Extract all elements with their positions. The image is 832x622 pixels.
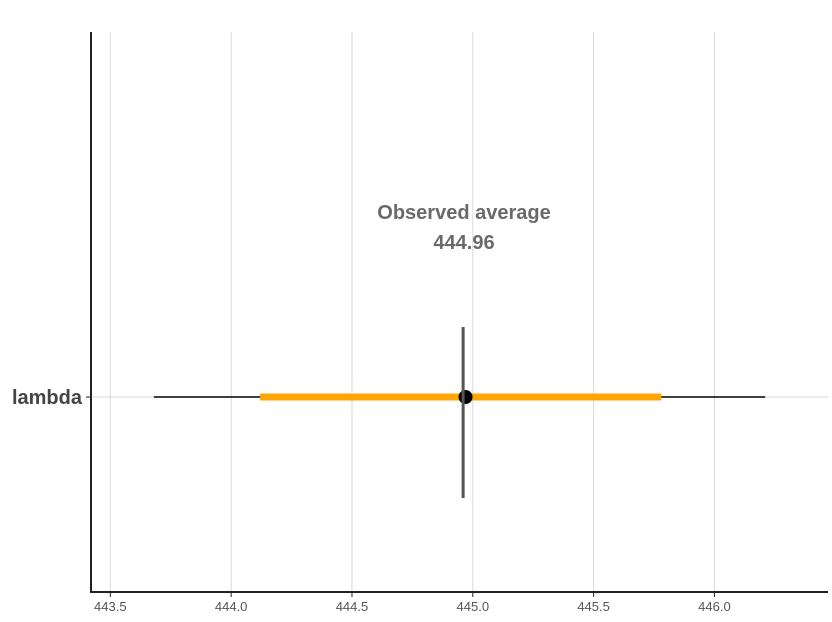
x-tick-label-0: 443.5: [94, 599, 127, 614]
x-tick-label-2: 444.5: [336, 599, 369, 614]
x-tick-label-1: 444.0: [215, 599, 248, 614]
x-tick-label-4: 445.5: [577, 599, 610, 614]
category-label-lambda: lambda: [12, 387, 83, 409]
point-estimate-lambda: [458, 390, 473, 404]
axes: [86, 32, 828, 593]
annotation-observed-average-label: Observed average: [377, 202, 550, 224]
interval-marks: [153, 327, 766, 498]
gridlines: [91, 32, 828, 592]
x-ticks: 443.5 444.0 444.5 445.0 445.5 446.0: [94, 592, 731, 614]
x-tick-label-3: 445.0: [457, 599, 490, 614]
annotation-observed-average-value: 444.96: [433, 232, 494, 254]
x-tick-label-5: 446.0: [698, 599, 731, 614]
